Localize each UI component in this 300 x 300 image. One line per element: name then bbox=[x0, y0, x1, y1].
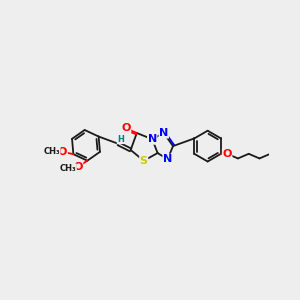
Text: N: N bbox=[159, 128, 168, 138]
Text: N: N bbox=[163, 154, 172, 164]
Text: O: O bbox=[74, 162, 83, 172]
Text: O: O bbox=[223, 149, 232, 159]
Text: N: N bbox=[148, 134, 157, 144]
Text: H: H bbox=[117, 135, 124, 144]
Text: S: S bbox=[140, 156, 148, 166]
Text: CH₃: CH₃ bbox=[44, 147, 60, 156]
Text: CH₃: CH₃ bbox=[60, 164, 76, 173]
Text: O: O bbox=[121, 123, 131, 134]
Text: O: O bbox=[58, 147, 67, 157]
